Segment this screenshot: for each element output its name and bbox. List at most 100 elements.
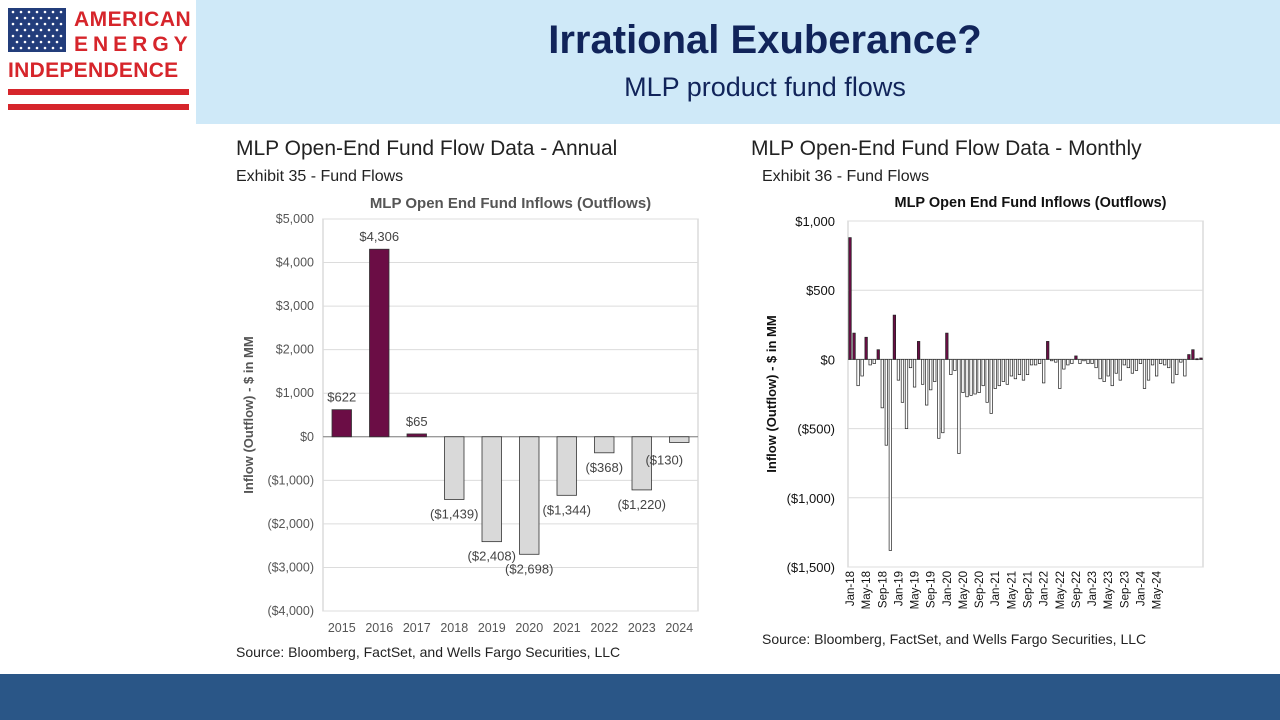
- logo-stripe-top: [8, 89, 189, 95]
- bar: [1142, 359, 1147, 389]
- y-tick-label: $0: [821, 352, 835, 367]
- bar: [1159, 359, 1163, 364]
- bar: [989, 359, 993, 414]
- bar: [1122, 359, 1126, 366]
- bar: [1126, 359, 1130, 369]
- monthly-panel-subtitle: Exhibit 36 - Fund Flows: [762, 168, 930, 185]
- bar: [1106, 359, 1110, 377]
- annual-fund-flow-chart: MLP Open End Fund Inflows (Outflows) $5,0…: [241, 195, 699, 635]
- x-tick-label: 2024: [665, 621, 693, 635]
- bar: [977, 359, 981, 393]
- bar: [1179, 359, 1183, 363]
- y-axis-label: Inflow (Outflow) - $ in MM: [764, 315, 779, 472]
- x-tick-label: Sep-20: [974, 571, 986, 608]
- bar: [876, 349, 880, 360]
- bar: [961, 359, 965, 393]
- bar: [965, 359, 969, 398]
- annual-panel-subtitle: Exhibit 35 - Fund Flows: [236, 168, 404, 185]
- bar: [1005, 359, 1009, 385]
- us-flag-icon: [8, 8, 66, 52]
- y-tick-label: ($1,500): [787, 560, 835, 575]
- bar: [1167, 359, 1171, 369]
- y-tick-label: $4,000: [276, 256, 314, 270]
- data-label: ($130): [645, 452, 683, 467]
- bar: [1062, 359, 1066, 370]
- bar: [1175, 359, 1179, 375]
- x-tick-label: 2015: [328, 621, 356, 635]
- bar: [852, 332, 856, 360]
- bar: [1066, 359, 1070, 366]
- bar: [1078, 359, 1082, 364]
- bar: [912, 359, 917, 388]
- x-tick-label: May-20: [958, 571, 970, 609]
- bar: [929, 359, 933, 391]
- bar: [1042, 359, 1046, 384]
- bar: [925, 359, 929, 406]
- bar: [1054, 359, 1058, 363]
- bar: [1017, 359, 1022, 375]
- bar: [896, 359, 901, 381]
- x-tick-label: May-18: [861, 571, 873, 609]
- bar: [969, 359, 973, 396]
- x-tick-label: Sep-18: [877, 571, 889, 608]
- bar: [1183, 359, 1187, 377]
- bar: [1029, 359, 1034, 366]
- data-label: $622: [327, 390, 356, 405]
- bar: [1199, 357, 1203, 360]
- data-label: ($2,408): [468, 549, 516, 564]
- bar: [1033, 359, 1038, 366]
- y-tick-label: ($3,000): [267, 560, 314, 574]
- bar: [848, 237, 852, 360]
- bar: [908, 359, 913, 369]
- y-axis-label: Inflow (Outflow) - $ in MM: [241, 336, 256, 493]
- bar: [1150, 359, 1155, 366]
- bar: [1050, 359, 1054, 362]
- y-tick-label: ($4,000): [267, 604, 314, 618]
- data-label: $4,306: [359, 229, 399, 244]
- x-tick-label: 2022: [590, 621, 618, 635]
- x-tick-label: Sep-19: [926, 571, 938, 608]
- bar: [973, 359, 977, 395]
- logo-line-american: AMERICAN: [74, 8, 192, 31]
- x-tick-label: Jan-21: [990, 571, 1002, 606]
- bar: [1138, 359, 1143, 364]
- y-tick-label: $1,000: [276, 386, 314, 400]
- bar: [556, 436, 577, 496]
- bar: [957, 359, 961, 454]
- y-tick-label: $1,000: [795, 214, 835, 229]
- bar: [1046, 341, 1050, 360]
- bar: [519, 436, 540, 555]
- bar: [1187, 354, 1191, 360]
- bar: [993, 359, 997, 389]
- y-tick-label: ($2,000): [267, 517, 314, 531]
- bar: [1195, 358, 1199, 361]
- bar: [981, 359, 985, 387]
- logo-line-independence: INDEPENDENCE: [8, 59, 179, 82]
- bar: [945, 332, 949, 360]
- bar: [1013, 359, 1018, 380]
- bar: [1086, 359, 1090, 364]
- bar: [1098, 359, 1102, 380]
- bar: [880, 359, 884, 409]
- bar: [1171, 359, 1175, 384]
- bar: [888, 359, 892, 551]
- x-tick-label: 2023: [628, 621, 656, 635]
- monthly-panel-title: MLP Open-End Fund Flow Data - Monthly: [751, 137, 1142, 160]
- data-label: ($1,220): [618, 497, 666, 512]
- y-tick-label: $2,000: [276, 343, 314, 357]
- bar: [631, 436, 652, 491]
- bar: [1058, 359, 1062, 389]
- y-tick-label: $500: [806, 283, 835, 298]
- monthly-source-note: Source: Bloomberg, FactSet, and Wells Fa…: [762, 631, 1147, 647]
- bar: [916, 341, 921, 360]
- chart-title: MLP Open End Fund Inflows (Outflows): [895, 195, 1167, 211]
- x-tick-label: May-21: [1006, 571, 1018, 609]
- bar: [481, 436, 502, 543]
- x-tick-label: Sep-21: [1023, 571, 1035, 608]
- bar: [1155, 359, 1159, 377]
- bar: [406, 433, 427, 438]
- bar: [937, 359, 941, 439]
- bar: [1134, 359, 1139, 371]
- bar: [331, 409, 352, 438]
- bar: [985, 359, 989, 403]
